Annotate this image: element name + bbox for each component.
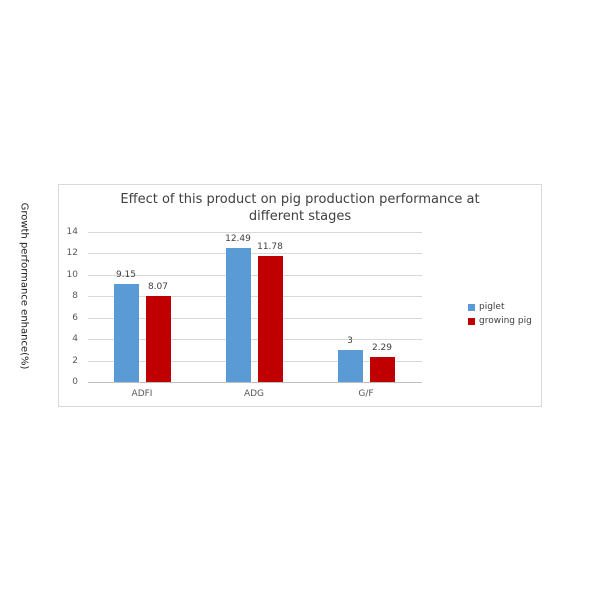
gridline: [88, 318, 422, 319]
gridline: [88, 382, 422, 383]
gridline: [88, 339, 422, 340]
data-label: 2.29: [371, 343, 393, 353]
y-tick-label: 2: [72, 356, 78, 366]
y-tick-label: 6: [72, 313, 78, 323]
legend-item-growing-pig: growing pig: [468, 314, 532, 328]
bar-growing-pig-G-F: [370, 357, 395, 382]
x-tick-label: G/F: [358, 389, 374, 399]
y-tick-label: 12: [66, 248, 78, 258]
bar-growing-pig-ADFI: [146, 296, 171, 382]
chart-title-line-2: different stages: [248, 209, 352, 224]
x-tick-label: ADG: [243, 389, 265, 399]
gridline: [88, 361, 422, 362]
data-label: 8.07: [147, 282, 169, 292]
y-tick-label: 14: [66, 227, 78, 237]
legend-swatch-growing-pig: [468, 317, 475, 325]
y-tick-label: 8: [72, 291, 78, 301]
legend-label-growing-pig: growing pig: [479, 316, 532, 326]
legend-swatch-piglet: [468, 303, 475, 311]
chart-title: Effect of this product on pig production…: [100, 191, 500, 225]
gridline: [88, 232, 422, 233]
legend-label-piglet: piglet: [479, 302, 505, 312]
data-label: 12.49: [225, 234, 251, 244]
data-label: 3: [347, 336, 353, 346]
legend: piglet growing pig: [468, 300, 532, 328]
data-label: 11.78: [257, 242, 283, 252]
bar-piglet-G-F: [338, 350, 363, 382]
bar-growing-pig-ADG: [258, 256, 283, 382]
bar-piglet-ADFI: [114, 284, 139, 382]
legend-item-piglet: piglet: [468, 300, 532, 314]
data-label: 9.15: [115, 270, 137, 280]
bar-piglet-ADG: [226, 248, 251, 382]
chart-title-line-1: Effect of this product on pig production…: [120, 192, 480, 207]
gridline: [88, 275, 422, 276]
y-tick-label: 0: [72, 377, 78, 387]
gridline: [88, 296, 422, 297]
x-tick-label: ADFI: [131, 389, 153, 399]
gridline: [88, 253, 422, 254]
y-tick-label: 10: [66, 270, 78, 280]
y-axis-label: Growth performance enhance(%): [18, 202, 30, 370]
y-tick-label: 4: [72, 334, 78, 344]
